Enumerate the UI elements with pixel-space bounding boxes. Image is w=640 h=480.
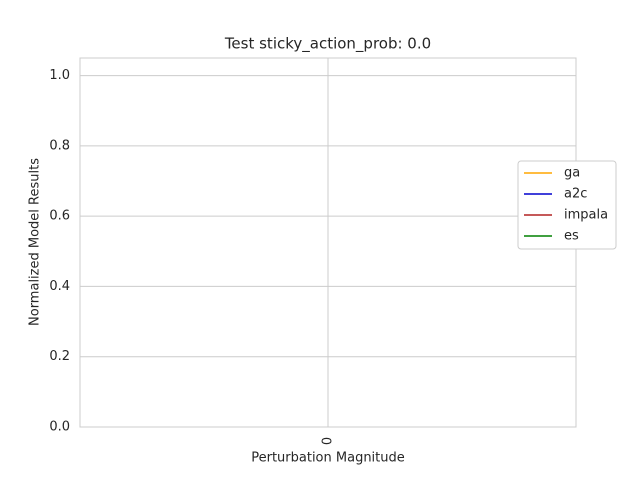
y-tick-label: 0.4 <box>49 279 70 294</box>
legend-label: impala <box>564 208 608 223</box>
y-tick-label: 0.6 <box>49 209 70 224</box>
y-tick-label: 1.0 <box>49 68 70 83</box>
legend-label: ga <box>564 166 580 181</box>
y-tick-label: 0.2 <box>49 349 70 364</box>
y-axis-label: Normalized Model Results <box>28 158 43 326</box>
x-axis-label: Perturbation Magnitude <box>251 451 405 466</box>
x-tick-label: 0 <box>321 437 336 445</box>
y-tick-label: 0.8 <box>49 138 70 153</box>
legend-label: es <box>564 229 579 244</box>
legend-label: a2c <box>564 187 587 202</box>
chart-title: Test sticky_action_prob: 0.0 <box>224 35 431 54</box>
legend-box <box>517 160 617 250</box>
y-tick-label: 0.0 <box>49 420 70 435</box>
